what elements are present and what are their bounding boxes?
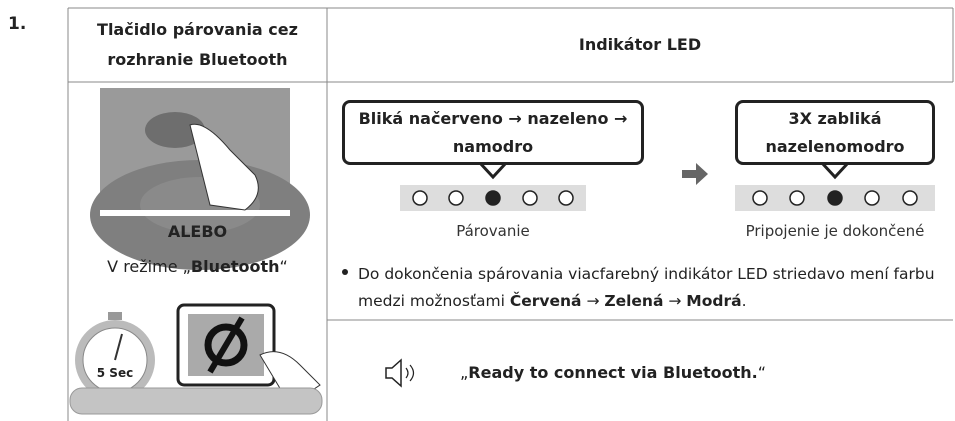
column-header: Tlačidlo párovania cez rozhranie Bluetoo… [97, 20, 298, 69]
text: → [581, 292, 605, 310]
caption: Pripojenie je dokončené [745, 222, 925, 240]
mode-text: V režime „Bluetooth“ [68, 257, 327, 276]
bold-text: Bluetooth [190, 257, 280, 276]
bold-text: Modrá [686, 292, 742, 310]
bold-text: Zelená [604, 292, 664, 310]
note: Do dokončenia spárovania viacfarebný ind… [358, 261, 948, 315]
text: “ [279, 257, 288, 276]
or-label: ALEBO [167, 222, 228, 241]
voice-prompt: „Ready to connect via Bluetooth.“ [460, 363, 766, 382]
text: V režime „ [107, 257, 191, 276]
bold-text: Červená [509, 292, 582, 310]
bold-text: Ready to connect via Bluetooth. [468, 363, 758, 382]
column-header: Indikátor LED [578, 35, 702, 54]
callout: 3X zabliká nazelenomodro [735, 100, 935, 165]
text: . [741, 292, 747, 310]
text: “ [757, 363, 766, 382]
text: „ [460, 363, 469, 382]
text: Do dokončenia spárovania viacfarebný ind… [358, 265, 935, 310]
callout: Bliká načerveno → nazeleno → namodro [342, 100, 644, 165]
timer-label: 5 Sec [96, 366, 134, 380]
caption: Párovanie [456, 222, 530, 240]
text: → [663, 292, 687, 310]
step-number: 1. [8, 14, 27, 34]
